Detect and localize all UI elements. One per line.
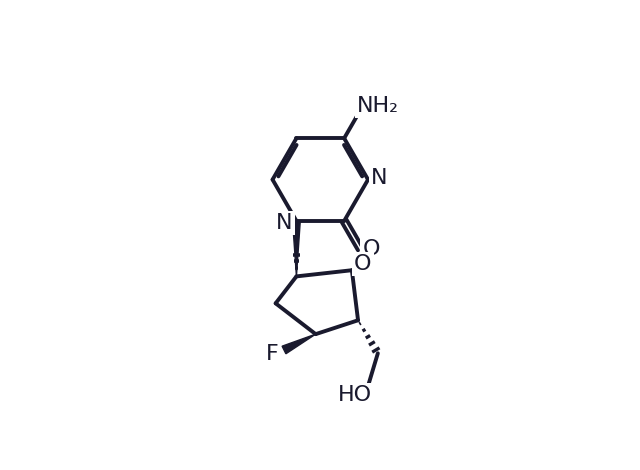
Polygon shape [282,334,316,354]
Text: N: N [276,213,292,233]
Text: F: F [266,344,279,364]
Text: NH₂: NH₂ [357,95,399,116]
Text: HO: HO [338,385,372,405]
Text: O: O [354,254,371,274]
Polygon shape [292,221,300,276]
Text: O: O [362,239,380,259]
Text: N: N [371,168,388,188]
